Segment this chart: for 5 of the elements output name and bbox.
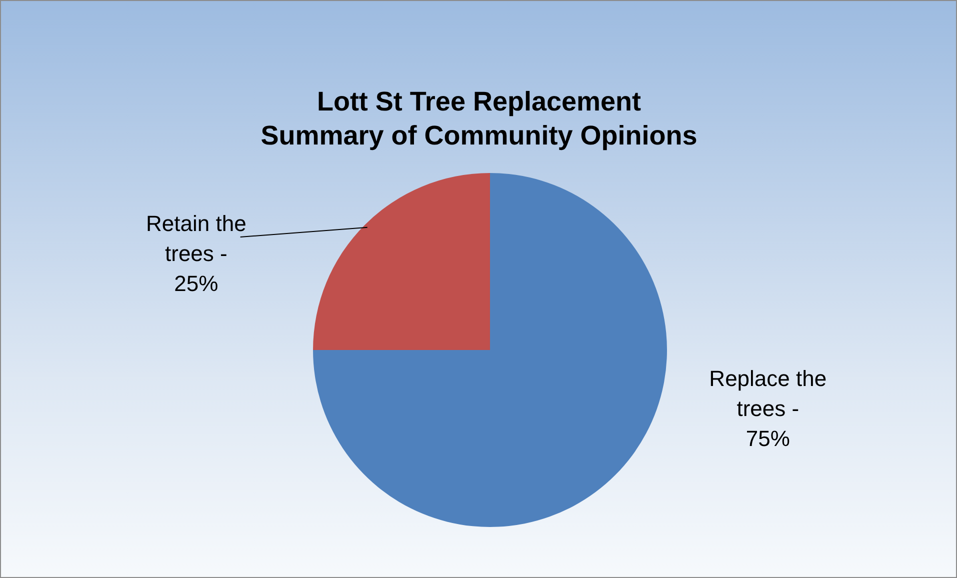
data-label: 75% [746, 426, 790, 452]
slice-label: Retain the trees - [146, 211, 246, 266]
chart-title: Lott St Tree Replacement Summary of Community Opinions [260, 86, 698, 150]
slice-label: Replace the trees - [709, 366, 827, 422]
data-label: 25% [174, 271, 218, 296]
